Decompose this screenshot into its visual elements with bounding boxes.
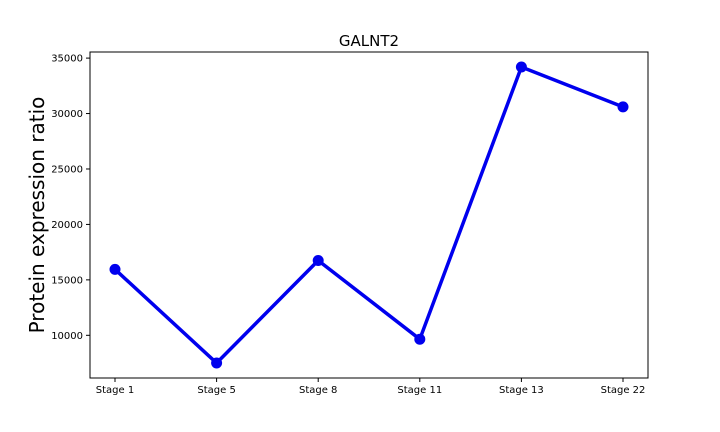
x-tick-label: Stage 11 [397, 385, 442, 396]
y-tick-label: 10000 [51, 331, 83, 342]
x-tick-label: Stage 13 [499, 385, 544, 396]
chart-title: GALNT2 [339, 32, 399, 50]
x-axis: Stage 1 Stage 5 Stage 8 Stage 11 Stage 13 Sta… [96, 378, 646, 396]
data-point [312, 254, 324, 266]
data-point [515, 61, 527, 73]
x-tick-label: Stage 5 [197, 385, 235, 396]
series-line [113, 65, 624, 365]
y-tick-label: 20000 [51, 220, 83, 231]
y-tick-label: 30000 [51, 109, 83, 120]
x-tick-label: Stage 22 [601, 385, 646, 396]
y-tick-label: 15000 [51, 275, 83, 286]
y-tick-label: 25000 [51, 164, 83, 175]
x-tick-label: Stage 1 [96, 385, 134, 396]
y-axis: 10000 15000 20000 25000 30000 35000 [51, 54, 90, 342]
y-axis-label: Protein expression ratio [25, 97, 49, 334]
x-tick-label: Stage 8 [299, 385, 337, 396]
y-tick-label: 35000 [51, 54, 83, 65]
data-point [617, 101, 629, 113]
plot-area [89, 51, 649, 379]
data-point [109, 263, 121, 275]
data-point [414, 333, 426, 345]
series-layer [109, 61, 629, 369]
data-point [211, 357, 223, 369]
